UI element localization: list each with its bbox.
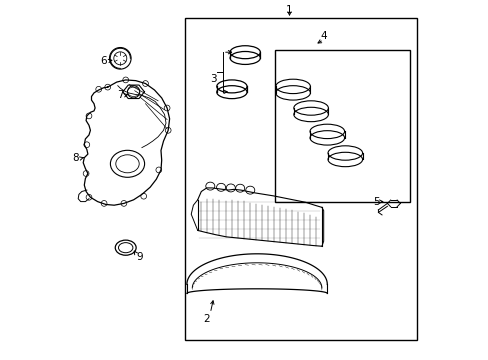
Text: 8: 8 [73, 153, 79, 163]
Bar [275, 50, 409, 202]
Text: 4: 4 [320, 31, 326, 41]
Text: 1: 1 [285, 5, 292, 15]
Text: 9: 9 [136, 252, 142, 262]
Text: 2: 2 [203, 314, 209, 324]
Text: 7: 7 [117, 90, 123, 100]
Text: 6: 6 [100, 56, 106, 66]
Text: 3: 3 [210, 74, 217, 84]
Text: 5: 5 [373, 197, 380, 207]
Bar [185, 18, 416, 340]
